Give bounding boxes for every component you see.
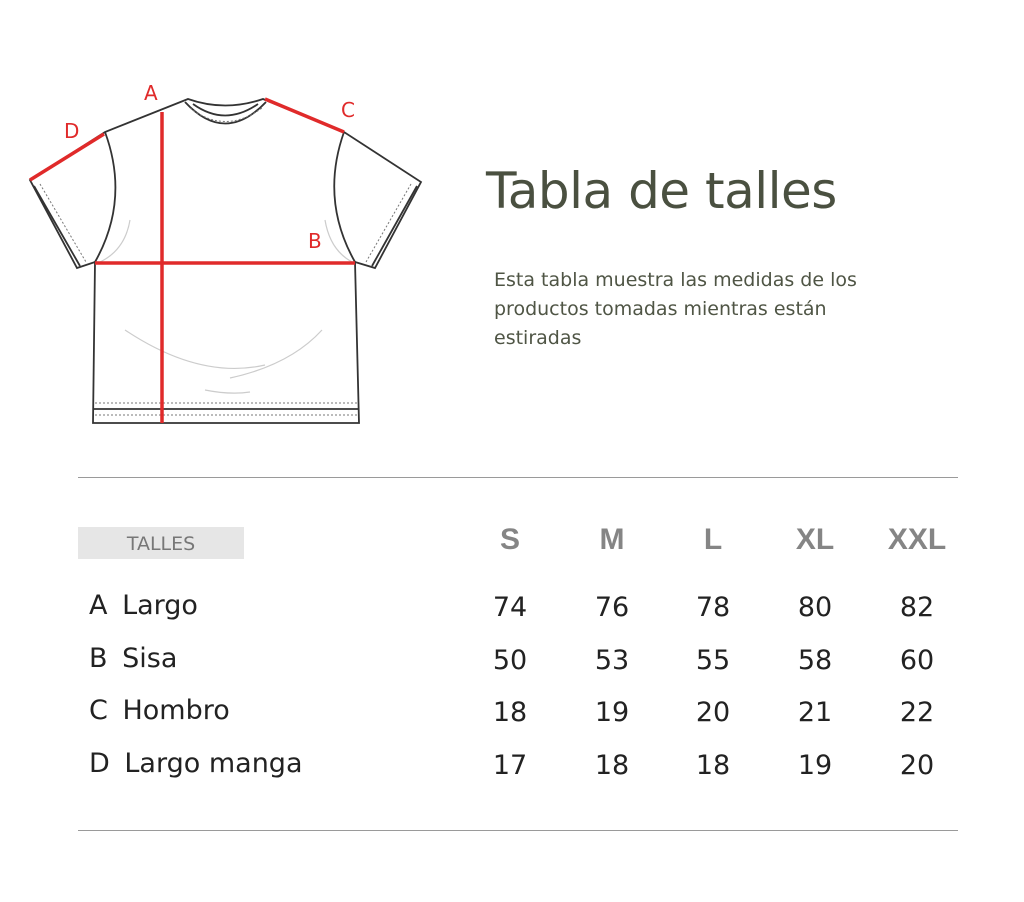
table-cell: 53 xyxy=(594,644,630,676)
label-c: C xyxy=(341,98,355,122)
measure-line-d xyxy=(29,132,105,182)
row-letter: B xyxy=(89,642,108,674)
row-letter: A xyxy=(89,590,108,621)
label-a: A xyxy=(144,81,158,105)
table-cell: 55 xyxy=(695,644,731,676)
table-cell: 20 xyxy=(899,749,935,781)
divider-top xyxy=(78,477,958,478)
table-cell: 78 xyxy=(695,592,731,623)
page-title: Tabla de talles xyxy=(486,162,837,220)
table-cell: 21 xyxy=(797,697,833,728)
size-header-s: S xyxy=(499,523,520,556)
table-header-label: TALLES xyxy=(78,527,244,559)
row-name: Largo xyxy=(122,590,198,621)
row-label: C Hombro xyxy=(89,695,230,726)
table-cell: 74 xyxy=(492,592,528,623)
row-name: Sisa xyxy=(122,642,178,674)
table-cell: 50 xyxy=(492,644,528,676)
fabric-folds xyxy=(99,219,353,394)
table-cell: 17 xyxy=(492,749,528,781)
row-letter: D xyxy=(89,747,110,779)
tshirt-diagram: A B C D xyxy=(28,81,423,424)
measure-line-c xyxy=(264,97,345,134)
label-b: B xyxy=(308,229,322,253)
row-name: Hombro xyxy=(122,695,230,726)
table-cell: 22 xyxy=(899,697,935,728)
table-cell: 19 xyxy=(594,697,630,728)
table-cell: 76 xyxy=(594,592,630,623)
table-cell: 58 xyxy=(797,644,833,676)
label-d: D xyxy=(64,119,79,143)
stitching xyxy=(39,107,412,416)
size-header-xl: XL xyxy=(795,523,835,556)
row-label: D Largo manga xyxy=(89,748,303,779)
size-header-xxl: XXL xyxy=(887,523,947,556)
table-cell: 20 xyxy=(695,697,731,728)
table-cell: 18 xyxy=(594,749,630,781)
row-name: Largo manga xyxy=(124,747,303,779)
table-cell: 80 xyxy=(797,592,833,623)
measure-lines xyxy=(29,97,355,423)
table-cell: 19 xyxy=(797,749,833,781)
size-header-l: L xyxy=(703,523,723,556)
size-header-m: M xyxy=(599,523,625,556)
row-letter: C xyxy=(89,695,108,726)
divider-bottom xyxy=(78,830,958,831)
table-cell: 18 xyxy=(695,749,731,781)
table-cell: 18 xyxy=(492,697,528,728)
description: Esta tabla muestra las medidas de los pr… xyxy=(494,269,857,349)
table-cell: 60 xyxy=(899,644,935,676)
table-cell: 82 xyxy=(899,592,935,623)
row-label: B Sisa xyxy=(89,643,177,674)
row-label: A Largo xyxy=(89,590,198,621)
tshirt-outline xyxy=(28,98,423,424)
